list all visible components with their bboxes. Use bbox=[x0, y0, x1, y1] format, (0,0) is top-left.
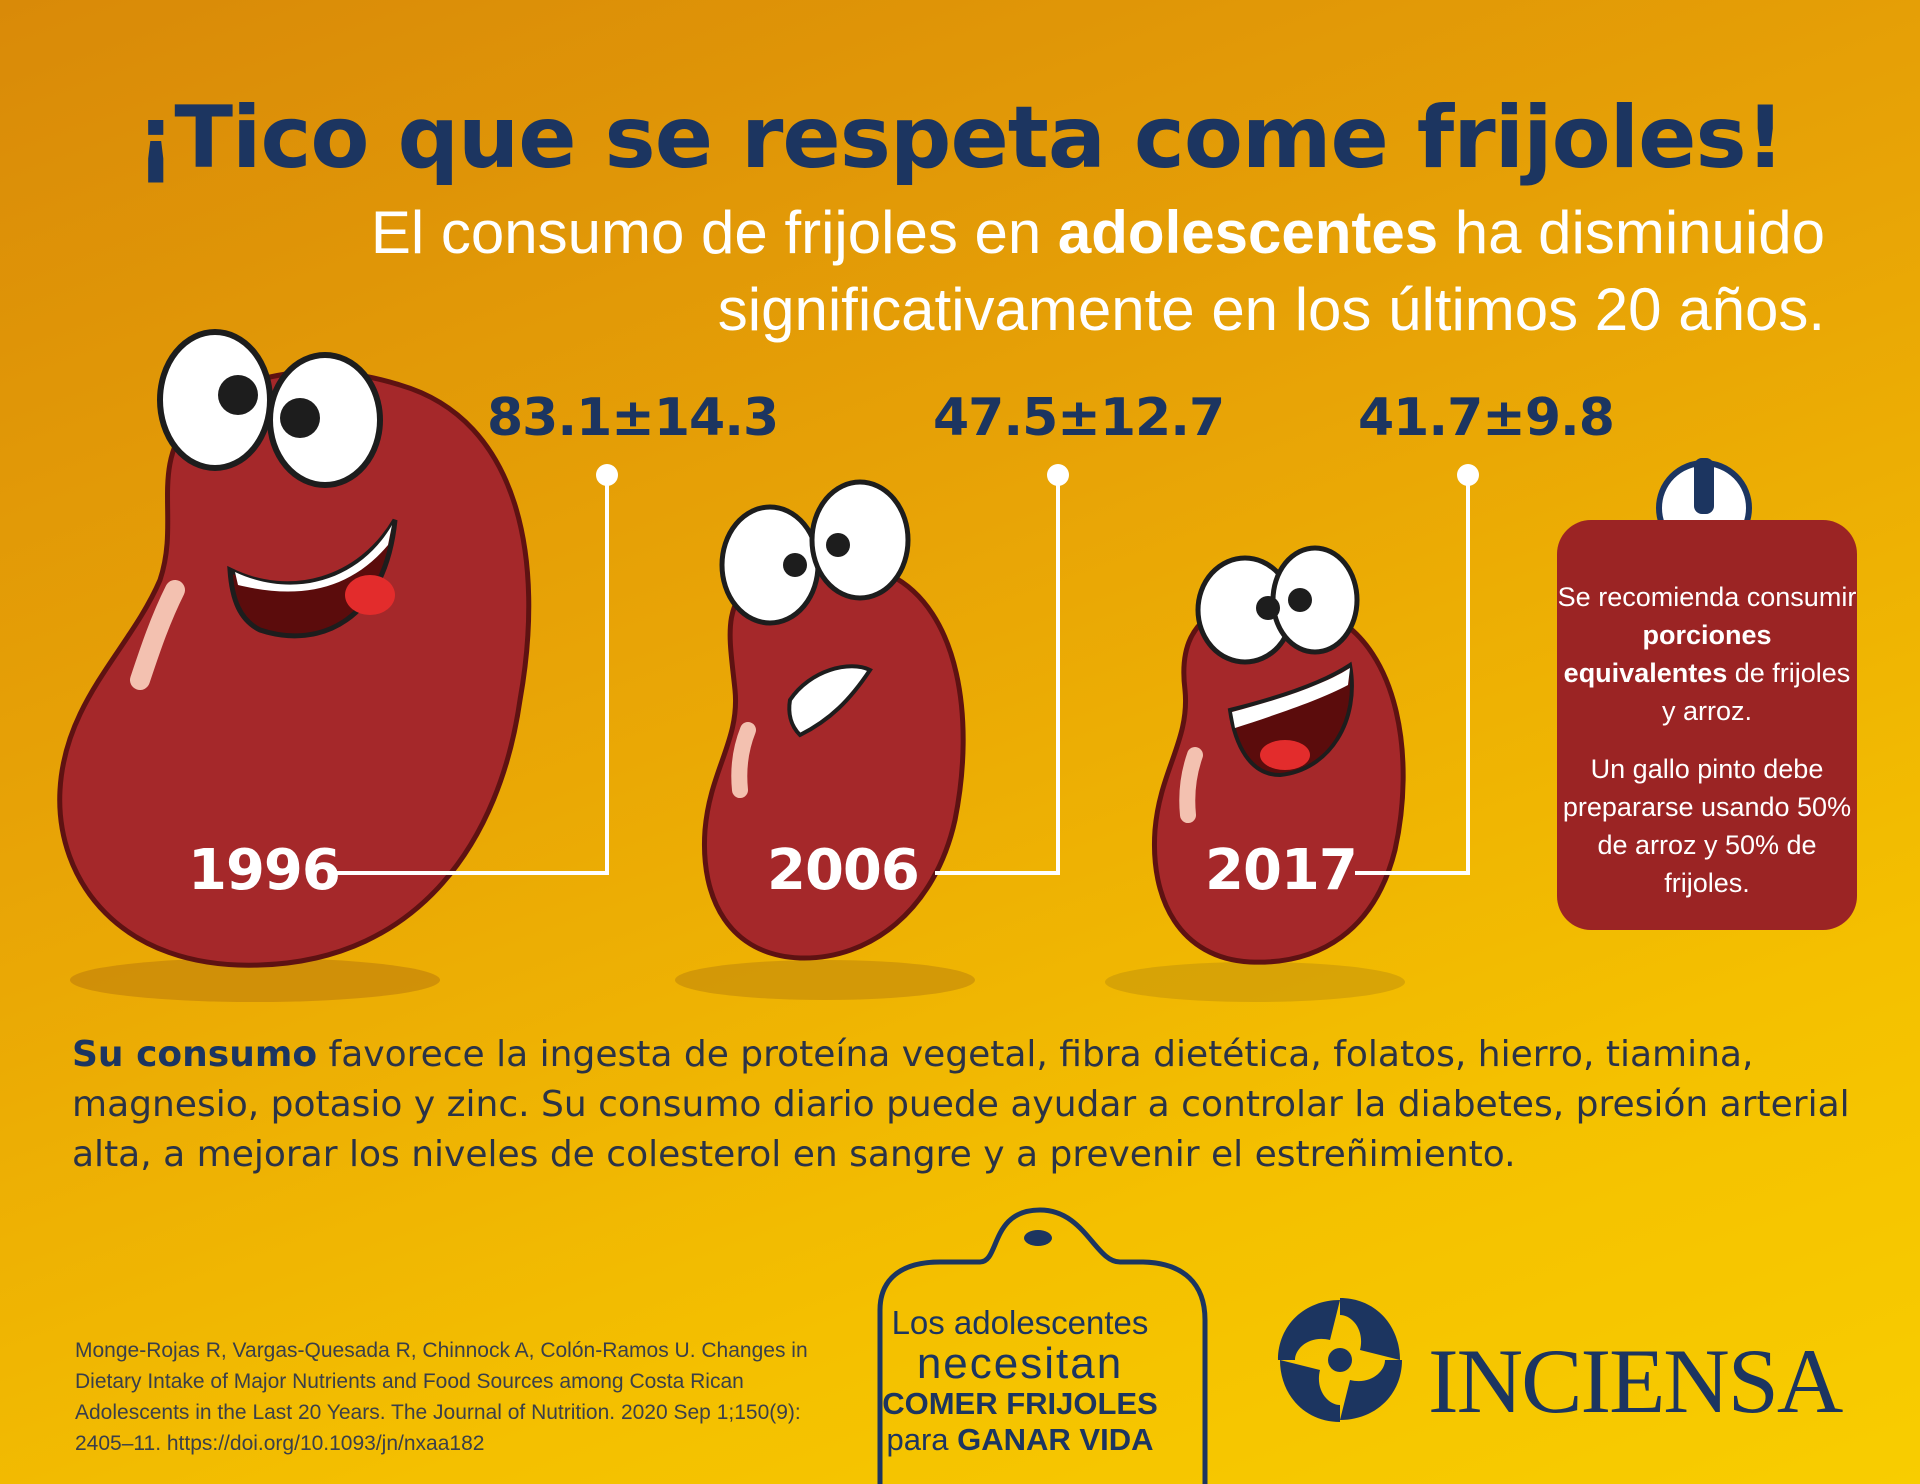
bean-shadow bbox=[675, 960, 975, 1000]
benefits-paragraph: Su consumo favorece la ingesta de proteí… bbox=[72, 1034, 1850, 1175]
recommendation-text-1: Se recomienda consumir porciones equival… bbox=[1557, 582, 1857, 726]
connector-2017 bbox=[1355, 464, 1479, 875]
connector-1996 bbox=[330, 464, 618, 875]
connector-2006 bbox=[935, 464, 1069, 875]
year-2006: 2006 bbox=[767, 838, 920, 903]
slogan-bean-icon bbox=[877, 1207, 1208, 1484]
value-2017: 41.7±9.8 bbox=[1358, 388, 1615, 448]
slogan: Los adolescentes necesitan COMER FRIJOLE… bbox=[870, 1304, 1170, 1458]
value-2006: 47.5±12.7 bbox=[933, 388, 1225, 448]
subtitle-line-1: El consumo de frijoles en adolescentes h… bbox=[370, 199, 1825, 266]
page-title: ¡Tico que se respeta come frijoles! bbox=[136, 88, 1785, 188]
year-1996: 1996 bbox=[188, 838, 341, 903]
value-1996: 83.1±14.3 bbox=[487, 388, 779, 448]
bean-shadow bbox=[70, 958, 440, 1002]
year-2017: 2017 bbox=[1205, 838, 1358, 903]
inciensa-logo-text: INCIENSA bbox=[1428, 1330, 1843, 1432]
slogan-line-2: necesitan bbox=[916, 1339, 1124, 1388]
bean-1996-illustration bbox=[57, 329, 532, 968]
bean-2017-illustration bbox=[1151, 545, 1406, 965]
citation: Monge-Rojas R, Vargas-Quesada R, Chinnoc… bbox=[75, 1339, 808, 1455]
slogan-line-4: para GANAR VIDA bbox=[886, 1422, 1154, 1457]
subtitle-line-2: significativamente en los últimos 20 año… bbox=[717, 276, 1825, 343]
recommendation-box bbox=[1557, 520, 1857, 930]
recommendation-text-2: Un gallo pinto debe prepararse usando 50… bbox=[1562, 754, 1852, 898]
bean-2006-illustration bbox=[701, 479, 966, 961]
bean-shadow bbox=[1105, 962, 1405, 1002]
slogan-line-3: COMER FRIJOLES bbox=[882, 1386, 1158, 1421]
slogan-line-1: Los adolescentes bbox=[891, 1304, 1149, 1341]
inciensa-logo-icon bbox=[1278, 1298, 1402, 1422]
